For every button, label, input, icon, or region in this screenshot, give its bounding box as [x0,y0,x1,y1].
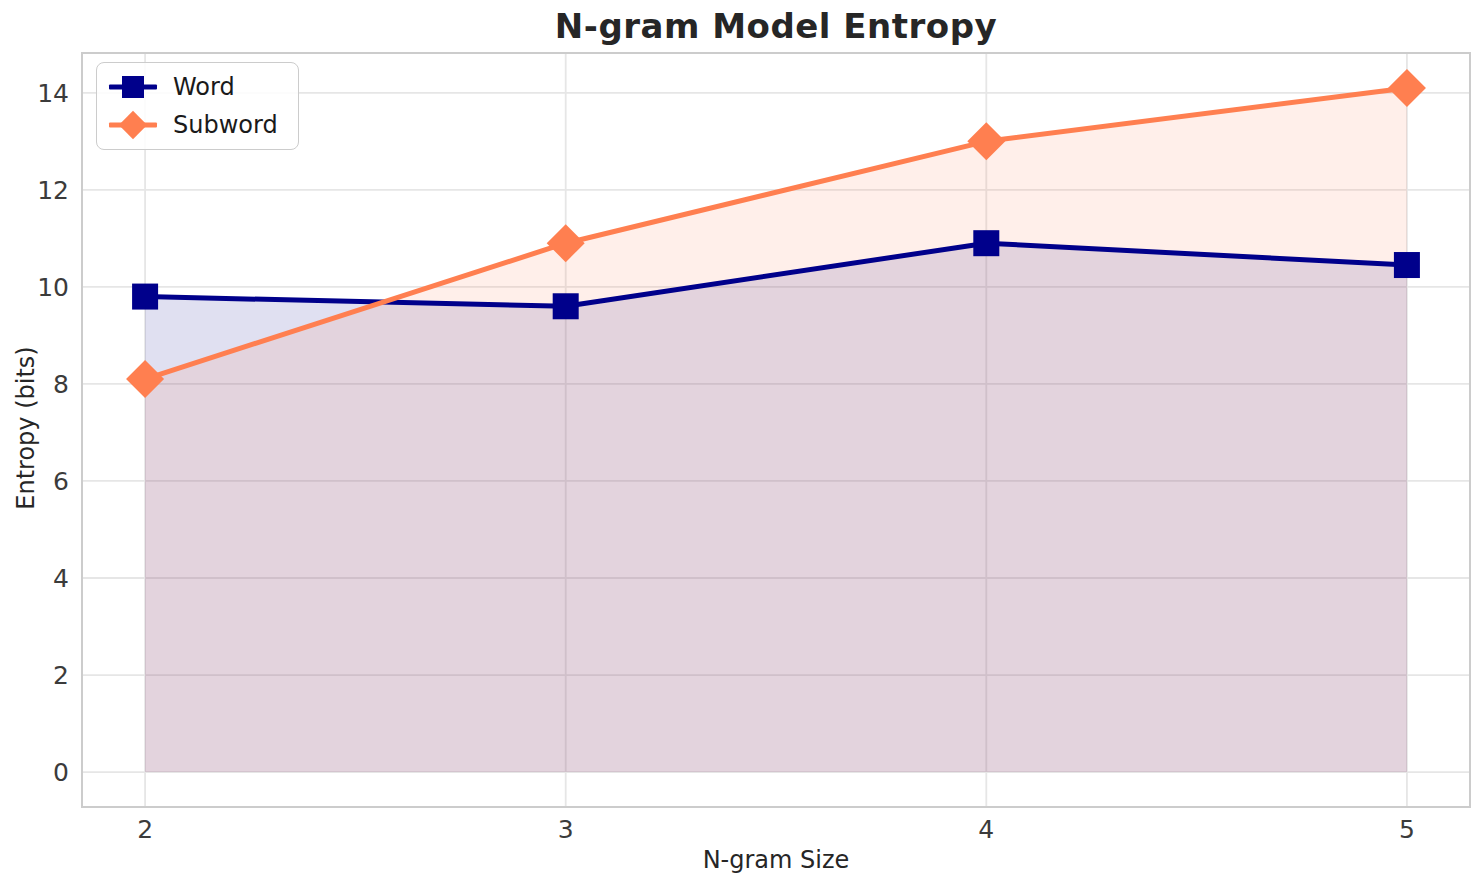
y-tick-label: 0 [53,758,69,787]
x-tick-label: 5 [1399,815,1415,844]
legend-item-word: Word [109,70,278,104]
square-marker-icon [122,76,144,98]
y-tick-label: 10 [37,273,69,302]
legend-item-subword: Subword [109,108,278,142]
x-tick-label: 4 [978,815,994,844]
data-point-word [132,284,158,310]
legend: Word Subword [96,62,299,150]
word-series-marker [109,70,157,104]
y-tick-label: 12 [37,176,69,205]
y-tick-label: 8 [53,370,69,399]
figure: N-gram Model Entropy 024681012142345 N-g… [0,0,1484,885]
y-tick-label: 2 [53,661,69,690]
data-point-word [553,293,579,319]
y-tick-label: 14 [37,79,69,108]
data-point-word [1394,252,1420,278]
y-tick-label: 6 [53,467,69,496]
x-axis-label: N-gram Size [82,846,1470,874]
x-tick-label: 3 [558,815,574,844]
data-point-word [973,230,999,256]
subword-series-marker [109,108,157,142]
legend-label-subword: Subword [173,108,278,142]
y-axis-label: Entropy (bits) [12,346,40,509]
legend-label-word: Word [173,70,235,104]
y-tick-label: 4 [53,564,69,593]
x-tick-label: 2 [137,815,153,844]
diamond-marker-icon [119,111,147,139]
